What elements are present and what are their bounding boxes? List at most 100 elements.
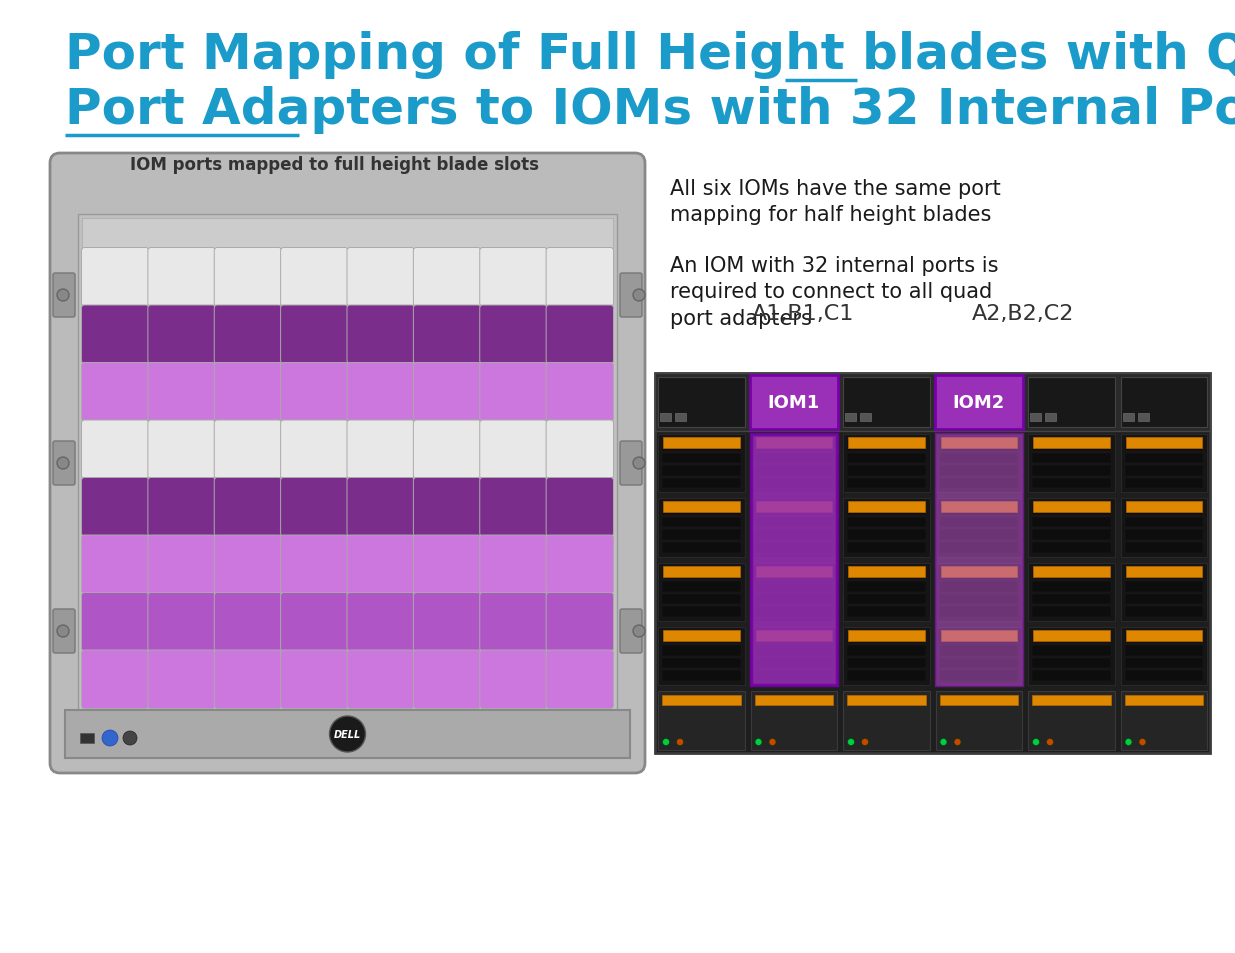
Bar [751,563,837,621]
Bar [1125,517,1203,528]
Circle shape [634,625,645,638]
FancyBboxPatch shape [479,593,547,651]
Bar [1032,630,1109,641]
Circle shape [1046,739,1053,745]
FancyBboxPatch shape [49,153,645,773]
Bar [1032,453,1110,464]
Bar [755,478,832,489]
Bar [848,566,925,577]
Bar [1032,542,1110,553]
Bar [1125,566,1202,577]
Bar [847,466,925,476]
Bar [663,437,740,449]
FancyBboxPatch shape [148,478,215,537]
Bar [847,671,925,681]
FancyBboxPatch shape [414,363,480,421]
Circle shape [330,717,366,752]
Bar [940,594,1018,604]
Bar [1032,437,1109,449]
Bar [751,627,837,685]
FancyBboxPatch shape [479,650,547,709]
Bar [1032,671,1110,681]
Circle shape [847,739,855,745]
Bar [65,710,630,759]
Bar [935,375,1023,430]
Bar [847,478,925,489]
Bar [1032,645,1110,657]
Bar [1120,498,1207,557]
Bar [1032,696,1110,705]
Bar [80,733,94,743]
FancyBboxPatch shape [546,593,614,651]
Bar [940,440,1018,451]
Bar [940,530,1018,540]
Bar [1032,566,1109,577]
FancyBboxPatch shape [148,306,215,364]
Bar [1032,478,1110,489]
Bar [662,671,741,681]
Bar [82,219,613,249]
FancyBboxPatch shape [347,363,415,421]
FancyBboxPatch shape [53,609,75,654]
FancyBboxPatch shape [280,650,348,709]
Bar [1028,691,1114,750]
Bar [1032,466,1110,476]
Bar [1125,453,1203,464]
FancyBboxPatch shape [414,420,480,479]
Bar [848,437,925,449]
Bar [751,377,837,428]
Bar [847,530,925,540]
Bar [1032,659,1110,669]
Bar [662,696,741,705]
FancyBboxPatch shape [280,248,348,307]
FancyBboxPatch shape [546,536,614,594]
Bar [844,627,930,685]
FancyBboxPatch shape [414,248,480,307]
Text: Port Adapters to IOMs with 32 Internal Ports: Port Adapters to IOMs with 32 Internal P… [65,86,1235,133]
Text: IOM1: IOM1 [768,394,820,412]
Bar [940,671,1018,681]
FancyBboxPatch shape [82,363,149,421]
Bar [860,414,871,421]
Bar [662,569,741,579]
Bar [940,581,1018,592]
Circle shape [124,731,137,745]
Circle shape [634,457,645,470]
FancyBboxPatch shape [414,536,480,594]
Bar [662,517,741,528]
FancyBboxPatch shape [148,650,215,709]
Bar [1125,437,1202,449]
Bar [655,374,1210,432]
Bar [952,414,963,421]
Bar [1028,377,1114,428]
Bar [847,581,925,592]
FancyBboxPatch shape [82,420,149,479]
FancyBboxPatch shape [280,536,348,594]
Bar [1125,478,1203,489]
Bar [658,691,745,750]
FancyBboxPatch shape [414,593,480,651]
Bar [845,414,856,421]
Bar [847,645,925,657]
FancyBboxPatch shape [214,420,282,479]
Bar [1032,633,1110,643]
FancyBboxPatch shape [347,306,415,364]
FancyBboxPatch shape [280,478,348,537]
Bar [940,569,1018,579]
FancyBboxPatch shape [620,441,642,485]
Bar [655,374,1210,753]
Bar [1123,414,1134,421]
FancyBboxPatch shape [280,306,348,364]
FancyBboxPatch shape [148,248,215,307]
Bar [658,498,745,557]
Bar [1125,630,1202,641]
FancyBboxPatch shape [546,306,614,364]
Bar [1125,671,1203,681]
FancyBboxPatch shape [479,306,547,364]
Bar [658,377,745,428]
Bar [662,542,741,553]
Bar [658,627,745,685]
Circle shape [953,739,961,745]
Bar [755,659,832,669]
FancyBboxPatch shape [414,306,480,364]
